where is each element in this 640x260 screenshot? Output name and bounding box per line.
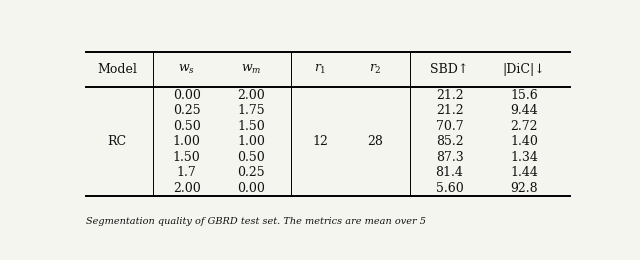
Text: |DiC|↓: |DiC|↓ [502,63,545,76]
Text: 70.7: 70.7 [436,120,463,133]
Text: 1.7: 1.7 [177,166,196,179]
Text: 0.00: 0.00 [237,182,265,195]
Text: 1.40: 1.40 [510,135,538,148]
Text: 87.3: 87.3 [436,151,463,164]
Text: 9.44: 9.44 [510,104,538,117]
Text: 92.8: 92.8 [510,182,538,195]
Text: 28: 28 [367,135,383,148]
Text: 21.2: 21.2 [436,89,463,102]
Text: 0.25: 0.25 [173,104,200,117]
Text: $r_1$: $r_1$ [314,63,327,76]
Text: 0.50: 0.50 [173,120,200,133]
Text: $w_m$: $w_m$ [241,63,261,76]
Text: $w_s$: $w_s$ [178,63,195,76]
Text: RC: RC [108,135,127,148]
Text: Segmentation quality of GBRD test set. The metrics are mean over 5: Segmentation quality of GBRD test set. T… [86,217,426,226]
Text: 85.2: 85.2 [436,135,463,148]
Text: 81.4: 81.4 [436,166,463,179]
Text: 12: 12 [312,135,328,148]
Text: 5.60: 5.60 [436,182,463,195]
Text: 2.00: 2.00 [173,182,200,195]
Text: Model: Model [97,63,137,76]
Text: $r_2$: $r_2$ [369,63,381,76]
Text: 2.72: 2.72 [510,120,538,133]
Text: 2.00: 2.00 [237,89,265,102]
Text: 1.44: 1.44 [510,166,538,179]
Text: 1.34: 1.34 [510,151,538,164]
Text: SBD↑: SBD↑ [430,63,468,76]
Text: 1.75: 1.75 [237,104,265,117]
Text: 0.50: 0.50 [237,151,265,164]
Text: 1.00: 1.00 [237,135,265,148]
Text: 1.50: 1.50 [173,151,200,164]
Text: 0.25: 0.25 [237,166,265,179]
Text: 21.2: 21.2 [436,104,463,117]
Text: 1.50: 1.50 [237,120,265,133]
Text: 0.00: 0.00 [173,89,200,102]
Text: 15.6: 15.6 [510,89,538,102]
Text: 1.00: 1.00 [173,135,200,148]
